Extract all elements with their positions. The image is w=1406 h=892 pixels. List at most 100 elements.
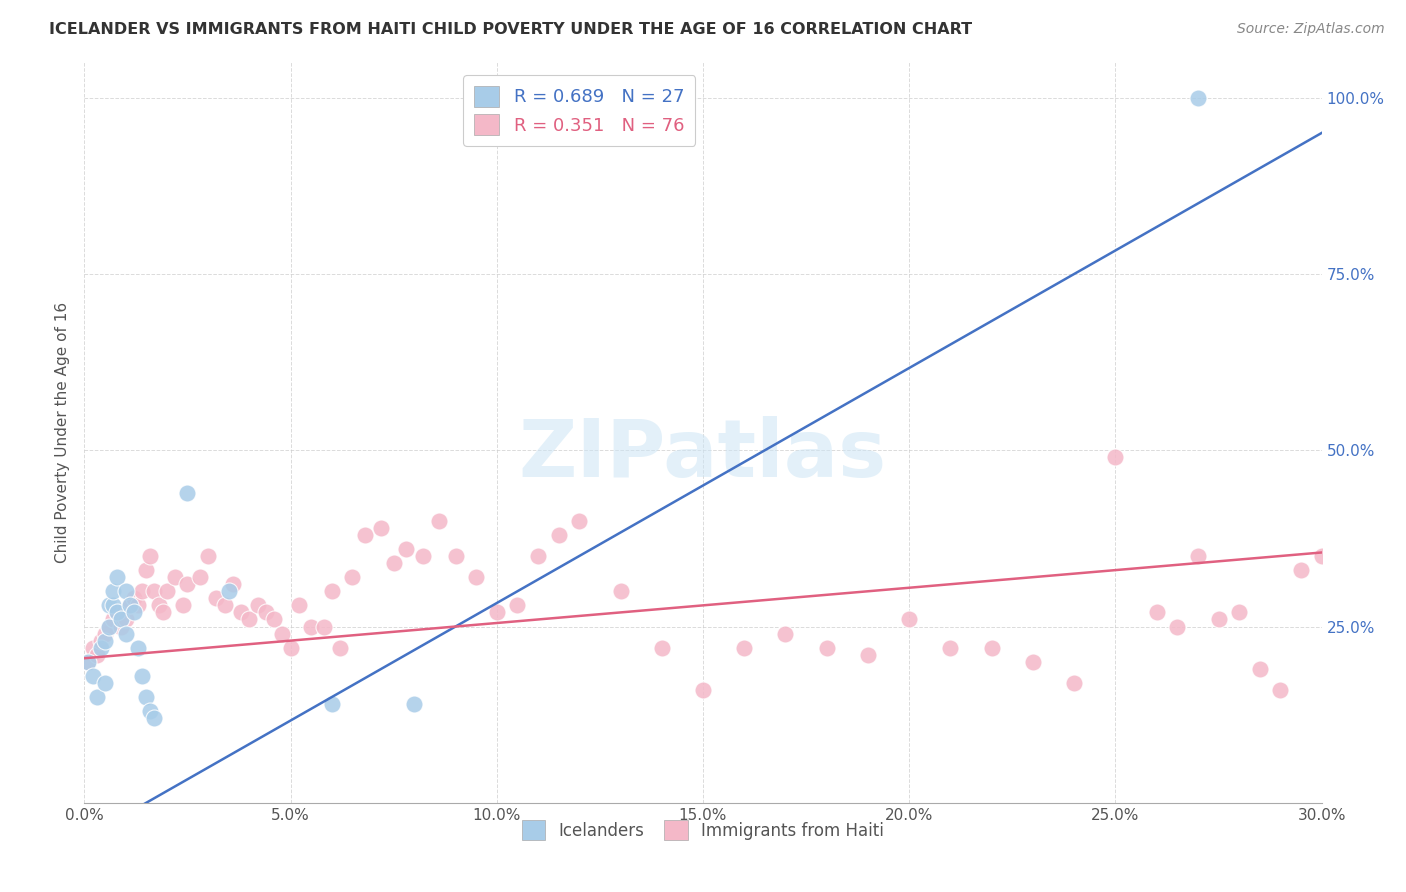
Point [271, 626, 294, 640]
Point [1227, 606, 1250, 620]
Y-axis label: Child Poverty Under the Age of 16: Child Poverty Under the Age of 16 [55, 302, 70, 563]
Point [980, 640, 1002, 655]
Point [370, 521, 392, 535]
Point [176, 577, 198, 591]
Point [412, 549, 434, 563]
Point [118, 599, 141, 613]
Point [131, 669, 153, 683]
Point [165, 570, 187, 584]
Point [90, 633, 112, 648]
Point [105, 570, 128, 584]
Point [94, 633, 117, 648]
Point [898, 612, 921, 626]
Point [103, 584, 125, 599]
Point [110, 619, 132, 633]
Point [229, 606, 252, 620]
Point [218, 584, 240, 599]
Point [288, 599, 311, 613]
Point [156, 584, 179, 599]
Point [427, 514, 450, 528]
Point [238, 612, 260, 626]
Point [94, 676, 117, 690]
Point [246, 599, 269, 613]
Point [1063, 676, 1085, 690]
Point [254, 606, 277, 620]
Point [127, 599, 149, 613]
Point [135, 690, 157, 704]
Text: ICELANDER VS IMMIGRANTS FROM HAITI CHILD POVERTY UNDER THE AGE OF 16 CORRELATION: ICELANDER VS IMMIGRANTS FROM HAITI CHILD… [49, 22, 973, 37]
Point [692, 683, 714, 698]
Point [465, 570, 488, 584]
Point [856, 648, 879, 662]
Point [118, 599, 141, 613]
Point [733, 640, 755, 655]
Point [214, 599, 236, 613]
Point [98, 599, 121, 613]
Text: ZIPatlas: ZIPatlas [519, 416, 887, 494]
Point [1104, 450, 1126, 465]
Point [527, 549, 550, 563]
Point [143, 584, 166, 599]
Point [651, 640, 673, 655]
Point [1022, 655, 1045, 669]
Point [110, 612, 132, 626]
Point [568, 514, 591, 528]
Point [98, 619, 121, 633]
Point [395, 541, 418, 556]
Point [86, 690, 108, 704]
Point [105, 606, 128, 620]
Text: Source: ZipAtlas.com: Source: ZipAtlas.com [1237, 22, 1385, 37]
Point [82, 669, 104, 683]
Point [86, 648, 108, 662]
Point [382, 556, 405, 570]
Point [105, 606, 128, 620]
Point [77, 655, 100, 669]
Point [1289, 563, 1312, 577]
Point [197, 549, 219, 563]
Point [114, 612, 136, 626]
Point [114, 626, 136, 640]
Legend: Icelanders, Immigrants from Haiti: Icelanders, Immigrants from Haiti [515, 814, 891, 847]
Point [506, 599, 529, 613]
Point [1208, 612, 1230, 626]
Point [299, 619, 322, 633]
Point [176, 485, 198, 500]
Point [815, 640, 838, 655]
Point [404, 697, 426, 711]
Point [547, 528, 569, 542]
Point [444, 549, 467, 563]
Point [143, 711, 166, 725]
Point [94, 626, 117, 640]
Point [77, 655, 100, 669]
Point [1187, 91, 1209, 105]
Point [122, 591, 145, 606]
Point [131, 584, 153, 599]
Point [321, 697, 343, 711]
Point [775, 626, 797, 640]
Point [188, 570, 211, 584]
Point [222, 577, 245, 591]
Point [1310, 549, 1333, 563]
Point [1146, 606, 1168, 620]
Point [90, 640, 112, 655]
Point [1187, 549, 1209, 563]
Point [321, 584, 343, 599]
Point [139, 704, 162, 718]
Point [127, 640, 149, 655]
Point [135, 563, 157, 577]
Point [205, 591, 228, 606]
Point [1166, 619, 1188, 633]
Point [312, 619, 335, 633]
Point [342, 570, 364, 584]
Point [280, 640, 302, 655]
Point [139, 549, 162, 563]
Point [82, 640, 104, 655]
Point [122, 606, 145, 620]
Point [353, 528, 375, 542]
Point [103, 612, 125, 626]
Point [114, 584, 136, 599]
Point [939, 640, 962, 655]
Point [98, 619, 121, 633]
Point [103, 599, 125, 613]
Point [609, 584, 631, 599]
